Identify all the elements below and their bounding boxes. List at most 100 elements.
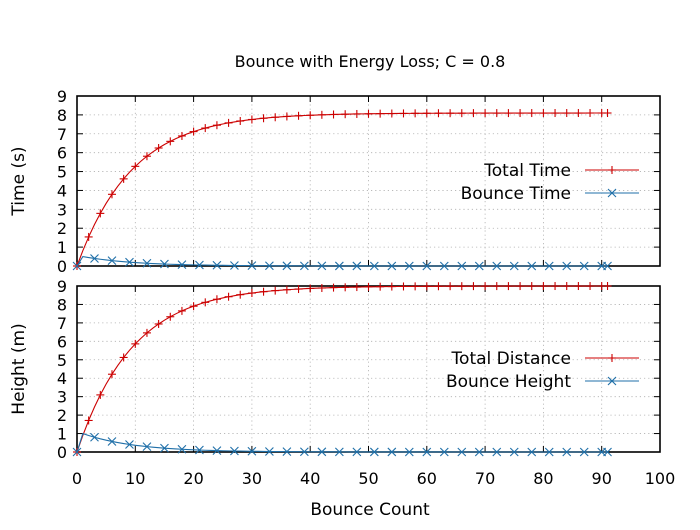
series-line (76, 285, 608, 453)
y-tick-label: 1 (57, 425, 67, 444)
data-point (195, 445, 204, 455)
data-point (195, 260, 204, 270)
y-tick-label: 6 (57, 144, 67, 163)
data-point (230, 446, 239, 456)
chart-title: Bounce with Energy Loss; C = 0.8 (235, 52, 506, 71)
y-tick-label: 7 (57, 314, 67, 333)
data-point (306, 284, 315, 293)
series-line (76, 432, 608, 453)
data-point (131, 339, 140, 348)
data-point (247, 289, 256, 298)
data-point (329, 283, 338, 292)
data-point (544, 261, 554, 271)
data-point (603, 282, 612, 291)
data-point (201, 298, 210, 307)
x-tick-label: 40 (300, 469, 320, 488)
data-point (422, 261, 432, 271)
data-point (154, 144, 163, 153)
data-point (341, 110, 350, 119)
legend-marker (608, 166, 616, 174)
data-point (509, 447, 519, 457)
data-point (282, 261, 292, 271)
data-point (387, 282, 396, 291)
data-point (516, 109, 525, 118)
data-point (84, 416, 93, 425)
data-point (539, 109, 548, 118)
legend-label: Total Time (483, 161, 571, 181)
data-point (247, 115, 256, 124)
data-point (212, 121, 221, 130)
data-point (142, 258, 152, 268)
data-point (212, 446, 222, 455)
legend-label: Bounce Height (446, 372, 571, 392)
data-point (527, 261, 537, 271)
data-point (212, 295, 221, 304)
x-axis-label: Bounce Count (310, 500, 430, 520)
y-axis-label: Height (m) (9, 323, 29, 414)
x-tick-label: 80 (533, 469, 553, 488)
data-point (446, 282, 455, 291)
data-point (481, 109, 490, 118)
data-point (166, 312, 175, 321)
x-tick-label: 20 (183, 469, 203, 488)
data-point (399, 109, 408, 118)
data-point (259, 114, 268, 123)
data-point (84, 232, 93, 241)
data-point (527, 447, 537, 457)
data-point (294, 285, 303, 294)
data-point (154, 319, 163, 328)
x-tick-label: 0 (72, 469, 82, 488)
data-point (562, 261, 572, 271)
data-point (469, 109, 478, 118)
data-point (586, 109, 595, 118)
legend-label: Bounce Time (461, 184, 571, 204)
data-point (387, 447, 397, 457)
data-point (504, 282, 513, 291)
x-tick-label: 100 (645, 469, 676, 488)
x-tick-label: 60 (417, 469, 437, 488)
data-point (90, 254, 99, 263)
data-point (439, 447, 449, 457)
data-point (282, 112, 291, 121)
data-point (411, 109, 420, 118)
data-point (603, 447, 612, 457)
data-point (236, 290, 245, 299)
y-tick-label: 4 (57, 181, 67, 200)
data-point (142, 328, 151, 337)
data-point (579, 447, 589, 457)
data-point (562, 109, 571, 118)
data-point (474, 447, 484, 457)
y-tick-label: 5 (57, 351, 67, 370)
data-point (352, 109, 361, 118)
data-point (72, 447, 82, 457)
data-point (160, 259, 169, 269)
data-point (352, 283, 361, 292)
data-point (369, 261, 379, 271)
data-point (603, 261, 612, 271)
data-point (376, 282, 385, 291)
x-tick-label: 10 (125, 469, 145, 488)
data-point (387, 261, 397, 271)
data-point (422, 447, 432, 457)
y-tick-label: 6 (57, 332, 67, 351)
data-point (422, 109, 431, 118)
data-point (492, 447, 502, 457)
data-point (224, 292, 233, 301)
data-point (446, 109, 455, 118)
y-tick-label: 3 (57, 200, 67, 219)
data-point (352, 261, 362, 271)
data-point (492, 261, 502, 271)
data-point (282, 285, 291, 294)
data-point (107, 437, 117, 446)
data-point (434, 282, 443, 291)
data-point (265, 261, 274, 271)
data-point (299, 447, 309, 457)
data-point (364, 109, 373, 118)
data-point (579, 261, 589, 271)
legend-marker (607, 188, 617, 198)
data-point (317, 283, 326, 292)
data-point (492, 282, 501, 291)
data-point (317, 261, 327, 271)
plot-frame (76, 285, 661, 453)
